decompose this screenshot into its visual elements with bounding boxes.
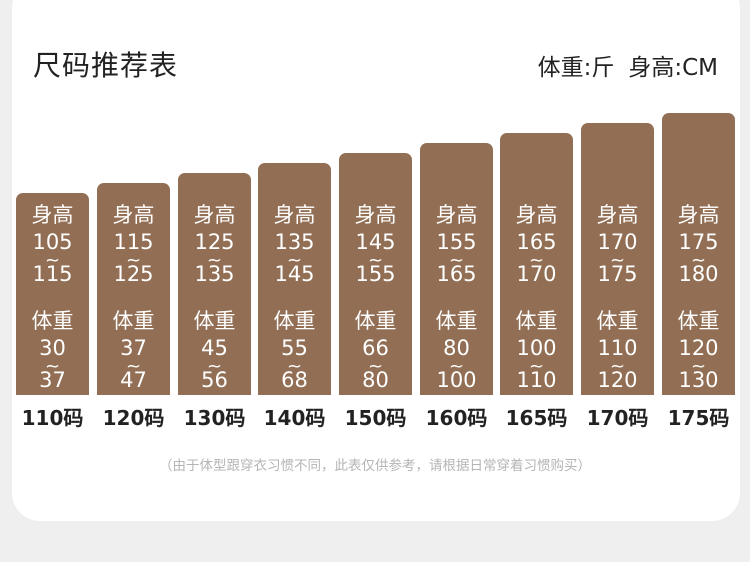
weight-max-value: 130 — [678, 368, 719, 392]
weight-tilde: ~ — [44, 356, 61, 377]
weight-tilde: ~ — [206, 356, 223, 377]
weight-tilde: ~ — [609, 356, 626, 377]
height-tilde: ~ — [448, 250, 465, 271]
weight-tilde: ~ — [367, 356, 384, 377]
height-min-value: 135 — [274, 230, 315, 254]
size-label: 110码 — [21, 406, 84, 430]
weight-min-value: 66 — [362, 336, 389, 360]
page-title: 尺码推荐表 — [33, 49, 179, 82]
height-max-value: 165 — [436, 262, 477, 286]
weight-label: 体重 — [354, 309, 397, 333]
weight-label: 体重 — [31, 309, 74, 333]
height-unit-label: 身高:CM — [628, 55, 718, 81]
weight-min-value: 100 — [516, 336, 557, 360]
height-min-value: 155 — [436, 230, 477, 254]
height-max-value: 125 — [113, 262, 154, 286]
size-label: 170码 — [586, 406, 649, 430]
height-min-value: 125 — [194, 230, 235, 254]
weight-tilde: ~ — [286, 356, 303, 377]
height-label: 身高 — [31, 203, 74, 227]
weight-label: 体重 — [596, 309, 639, 333]
height-tilde: ~ — [367, 250, 384, 271]
height-tilde: ~ — [690, 250, 707, 271]
weight-tilde: ~ — [125, 356, 142, 377]
weight-min-value: 45 — [201, 336, 228, 360]
weight-label: 体重 — [677, 309, 720, 333]
size-label: 150码 — [344, 406, 407, 430]
height-label: 身高 — [515, 203, 558, 227]
weight-max-value: 47 — [120, 368, 147, 392]
weight-max-value: 68 — [281, 368, 308, 392]
size-bar: 身高 155 ~165 体重 80 ~100 — [420, 143, 493, 395]
height-min-value: 115 — [113, 230, 154, 254]
size-bar: 身高 145 ~155 体重 66 ~80 — [339, 153, 412, 395]
weight-label: 体重 — [273, 309, 316, 333]
weight-max-value: 100 — [436, 368, 477, 392]
weight-min-value: 120 — [678, 336, 719, 360]
height-label: 身高 — [435, 203, 478, 227]
weight-max-value: 110 — [516, 368, 557, 392]
height-tilde: ~ — [206, 250, 223, 271]
footnote: （由于体型跟穿衣习惯不同，此表仅供参考，请根据日常穿着习惯购买） — [159, 458, 591, 474]
size-label: 175码 — [667, 406, 730, 430]
height-max-value: 180 — [678, 262, 719, 286]
size-label: 165码 — [505, 406, 568, 430]
weight-tilde: ~ — [528, 356, 545, 377]
weight-min-value: 80 — [443, 336, 470, 360]
size-bar: 身高 125 ~135 体重 45 ~56 — [178, 173, 251, 395]
weight-min-value: 30 — [39, 336, 66, 360]
height-tilde: ~ — [44, 250, 61, 271]
weight-min-value: 55 — [281, 336, 308, 360]
size-bar: 身高 135 ~145 体重 55 ~68 — [258, 163, 331, 395]
height-max-value: 155 — [355, 262, 396, 286]
height-label: 身高 — [354, 203, 397, 227]
height-min-value: 175 — [678, 230, 719, 254]
height-min-value: 170 — [597, 230, 638, 254]
units-legend: 体重:斤 身高:CM — [538, 48, 718, 82]
height-max-value: 135 — [194, 262, 235, 286]
height-max-value: 115 — [32, 262, 73, 286]
weight-max-value: 120 — [597, 368, 638, 392]
height-min-value: 105 — [32, 230, 73, 254]
weight-max-value: 37 — [39, 368, 66, 392]
weight-label: 体重 — [435, 309, 478, 333]
size-label: 120码 — [102, 406, 165, 430]
height-tilde: ~ — [286, 250, 303, 271]
weight-min-value: 110 — [597, 336, 638, 360]
size-label: 130码 — [183, 406, 246, 430]
size-bar: 身高 170 ~175 体重 110 ~120 — [581, 123, 654, 395]
height-label: 身高 — [273, 203, 316, 227]
height-tilde: ~ — [125, 250, 142, 271]
size-label: 160码 — [425, 406, 488, 430]
weight-unit-label: 体重:斤 — [537, 55, 615, 81]
weight-tilde: ~ — [448, 356, 465, 377]
height-label: 身高 — [112, 203, 155, 227]
size-label: 140码 — [263, 406, 326, 430]
height-min-value: 165 — [516, 230, 557, 254]
weight-label: 体重 — [515, 309, 558, 333]
weight-label: 体重 — [193, 309, 236, 333]
height-tilde: ~ — [609, 250, 626, 271]
height-max-value: 145 — [274, 262, 315, 286]
height-label: 身高 — [193, 203, 236, 227]
weight-tilde: ~ — [690, 356, 707, 377]
size-bar: 身高 165 ~170 体重 100 ~110 — [500, 133, 573, 395]
height-max-value: 170 — [516, 262, 557, 286]
height-tilde: ~ — [528, 250, 545, 271]
size-bar: 身高 115 ~125 体重 37 ~47 — [97, 183, 170, 395]
height-label: 身高 — [677, 203, 720, 227]
weight-max-value: 80 — [362, 368, 389, 392]
weight-min-value: 37 — [120, 336, 147, 360]
size-bar: 身高 175 ~180 体重 120 ~130 — [662, 113, 735, 395]
weight-max-value: 56 — [201, 368, 228, 392]
height-max-value: 175 — [597, 262, 638, 286]
weight-label: 体重 — [112, 309, 155, 333]
height-label: 身高 — [596, 203, 639, 227]
size-bar: 身高 105 ~115 体重 30 ~37 — [16, 193, 89, 395]
height-min-value: 145 — [355, 230, 396, 254]
